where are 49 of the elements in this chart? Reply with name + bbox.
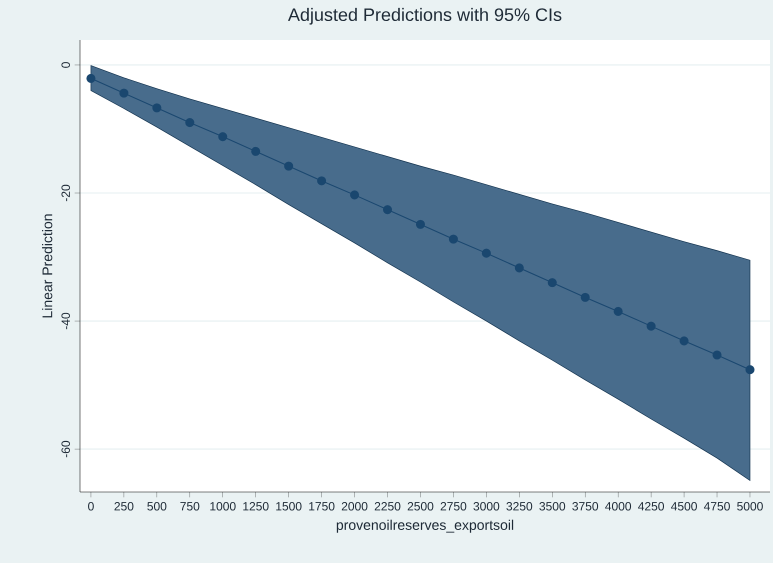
point (382, 205, 392, 214)
x-tick-label: 4500 (671, 502, 697, 511)
x-tick-label: 2500 (408, 502, 434, 511)
x-tick-label: 500 (147, 502, 166, 511)
point (448, 234, 458, 244)
x-tick-label: 3250 (506, 502, 532, 511)
point (680, 336, 689, 346)
point (317, 176, 326, 186)
point (745, 365, 755, 374)
x-tick-label: 3000 (473, 502, 500, 511)
point (86, 74, 96, 83)
point (712, 350, 722, 360)
x-tick-label: 1500 (276, 502, 302, 511)
chart-title: Adjusted Predictions with 95% CIs (288, 8, 562, 25)
point (482, 248, 491, 258)
y-tick-label: -60 (61, 440, 70, 458)
x-tick-label: 4750 (704, 502, 730, 511)
x-tick-label: 1750 (309, 502, 334, 511)
point (514, 263, 524, 272)
x-axis-title: provenoilreserves_exportsoil (336, 520, 514, 533)
x-tick-label: 4000 (605, 502, 632, 511)
x-tick-label: 1250 (243, 502, 269, 511)
x-tick-label: 4250 (638, 502, 664, 511)
x-tick-label: 3500 (539, 502, 566, 511)
x-tick-label: 2000 (342, 502, 368, 511)
point (152, 103, 162, 112)
x-tick-label: 1000 (210, 502, 236, 511)
point (416, 220, 425, 229)
x-tick-label: 2750 (440, 502, 466, 511)
y-axis-title: Linear Prediction (42, 214, 52, 318)
x-tick-label: 3750 (572, 502, 598, 511)
point (548, 278, 557, 288)
x-tick-label: 0 (88, 502, 94, 511)
x-tick-label: 5000 (737, 502, 763, 511)
x-tick-label: 250 (114, 502, 134, 511)
point (251, 146, 260, 156)
point (614, 306, 623, 316)
point (185, 118, 194, 128)
y-tick-label: 0 (61, 62, 70, 68)
y-tick-label: -40 (61, 312, 70, 330)
point (580, 292, 590, 302)
x-tick-label: 750 (180, 502, 200, 511)
point (646, 322, 656, 331)
point (119, 88, 128, 98)
y-tick-label: -20 (61, 184, 70, 202)
point (284, 162, 294, 171)
x-tick-label: 2250 (374, 502, 400, 511)
point (218, 132, 228, 142)
point (350, 190, 360, 200)
